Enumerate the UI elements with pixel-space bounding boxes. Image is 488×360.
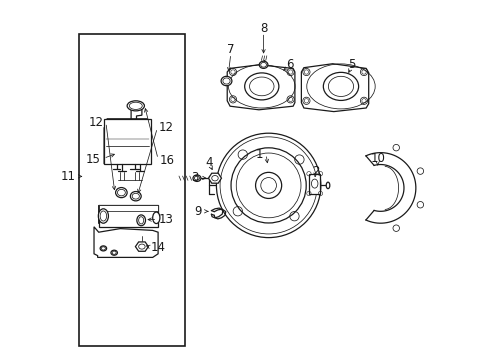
Text: 16: 16 — [159, 154, 174, 167]
Polygon shape — [99, 205, 158, 227]
Ellipse shape — [152, 212, 160, 224]
Text: 12: 12 — [159, 121, 173, 134]
Ellipse shape — [259, 61, 267, 68]
Polygon shape — [208, 173, 221, 183]
Bar — [99, 205, 158, 227]
Text: 15: 15 — [85, 153, 101, 166]
Polygon shape — [94, 227, 158, 257]
Text: 12: 12 — [88, 116, 103, 129]
Polygon shape — [131, 108, 142, 119]
Text: 9: 9 — [194, 205, 202, 218]
Polygon shape — [135, 242, 148, 251]
Text: 6: 6 — [285, 58, 293, 71]
Bar — [104, 119, 151, 164]
Ellipse shape — [137, 215, 145, 226]
Ellipse shape — [323, 72, 358, 100]
Text: 13: 13 — [159, 213, 173, 226]
Text: 4: 4 — [205, 156, 213, 169]
Text: 2: 2 — [311, 165, 319, 177]
Polygon shape — [104, 119, 151, 164]
Text: 7: 7 — [226, 43, 234, 56]
Text: 8: 8 — [259, 22, 267, 35]
Ellipse shape — [115, 188, 127, 198]
Text: 1: 1 — [255, 148, 263, 161]
Ellipse shape — [98, 209, 108, 223]
Ellipse shape — [127, 101, 144, 111]
Polygon shape — [227, 65, 294, 110]
Text: 3: 3 — [191, 171, 198, 184]
Bar — [308, 174, 320, 194]
Ellipse shape — [130, 192, 141, 201]
Ellipse shape — [221, 76, 231, 86]
Text: 10: 10 — [369, 152, 385, 165]
Ellipse shape — [100, 246, 106, 251]
Polygon shape — [301, 64, 368, 112]
Text: 11: 11 — [60, 170, 75, 183]
Circle shape — [216, 133, 320, 238]
Bar — [99, 205, 158, 211]
Ellipse shape — [244, 73, 278, 100]
Bar — [79, 34, 185, 346]
Text: 5: 5 — [347, 58, 355, 71]
Text: 14: 14 — [151, 241, 165, 254]
Ellipse shape — [325, 182, 329, 189]
Ellipse shape — [193, 175, 201, 181]
Ellipse shape — [111, 250, 117, 255]
